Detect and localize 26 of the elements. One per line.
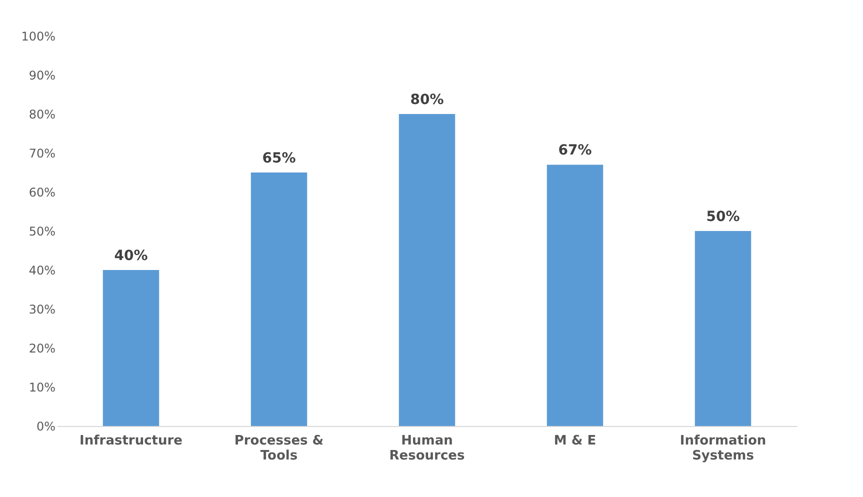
bar: [546, 164, 604, 426]
data-label: 40%: [114, 248, 148, 264]
y-tick-label: 60%: [28, 186, 56, 200]
y-tick-label: 0%: [36, 420, 56, 434]
data-label: 50%: [706, 209, 740, 225]
bar: [250, 172, 308, 426]
y-tick-label: 20%: [28, 342, 56, 356]
x-tick-label: Human Resources: [389, 434, 465, 464]
bar: [102, 270, 160, 426]
data-label: 80%: [410, 92, 444, 108]
bar: [398, 114, 456, 426]
x-tick-label: Infrastructure: [80, 434, 183, 448]
y-tick-label: 100%: [21, 30, 56, 44]
x-tick-label: Information Systems: [680, 434, 766, 464]
y-tick-label: 10%: [28, 380, 56, 394]
y-tick-label: 30%: [28, 302, 56, 316]
data-label: 65%: [262, 150, 296, 166]
y-tick-label: 90%: [28, 68, 56, 82]
y-tick-label: 50%: [28, 224, 56, 238]
data-label: 67%: [558, 142, 592, 159]
y-tick-label: 40%: [28, 264, 56, 278]
x-tick-label: M & E: [554, 434, 596, 448]
y-tick-label: 80%: [28, 108, 56, 122]
x-tick-label: Processes & Tools: [234, 434, 324, 464]
y-tick-label: 70%: [28, 146, 56, 160]
bar: [694, 231, 752, 426]
